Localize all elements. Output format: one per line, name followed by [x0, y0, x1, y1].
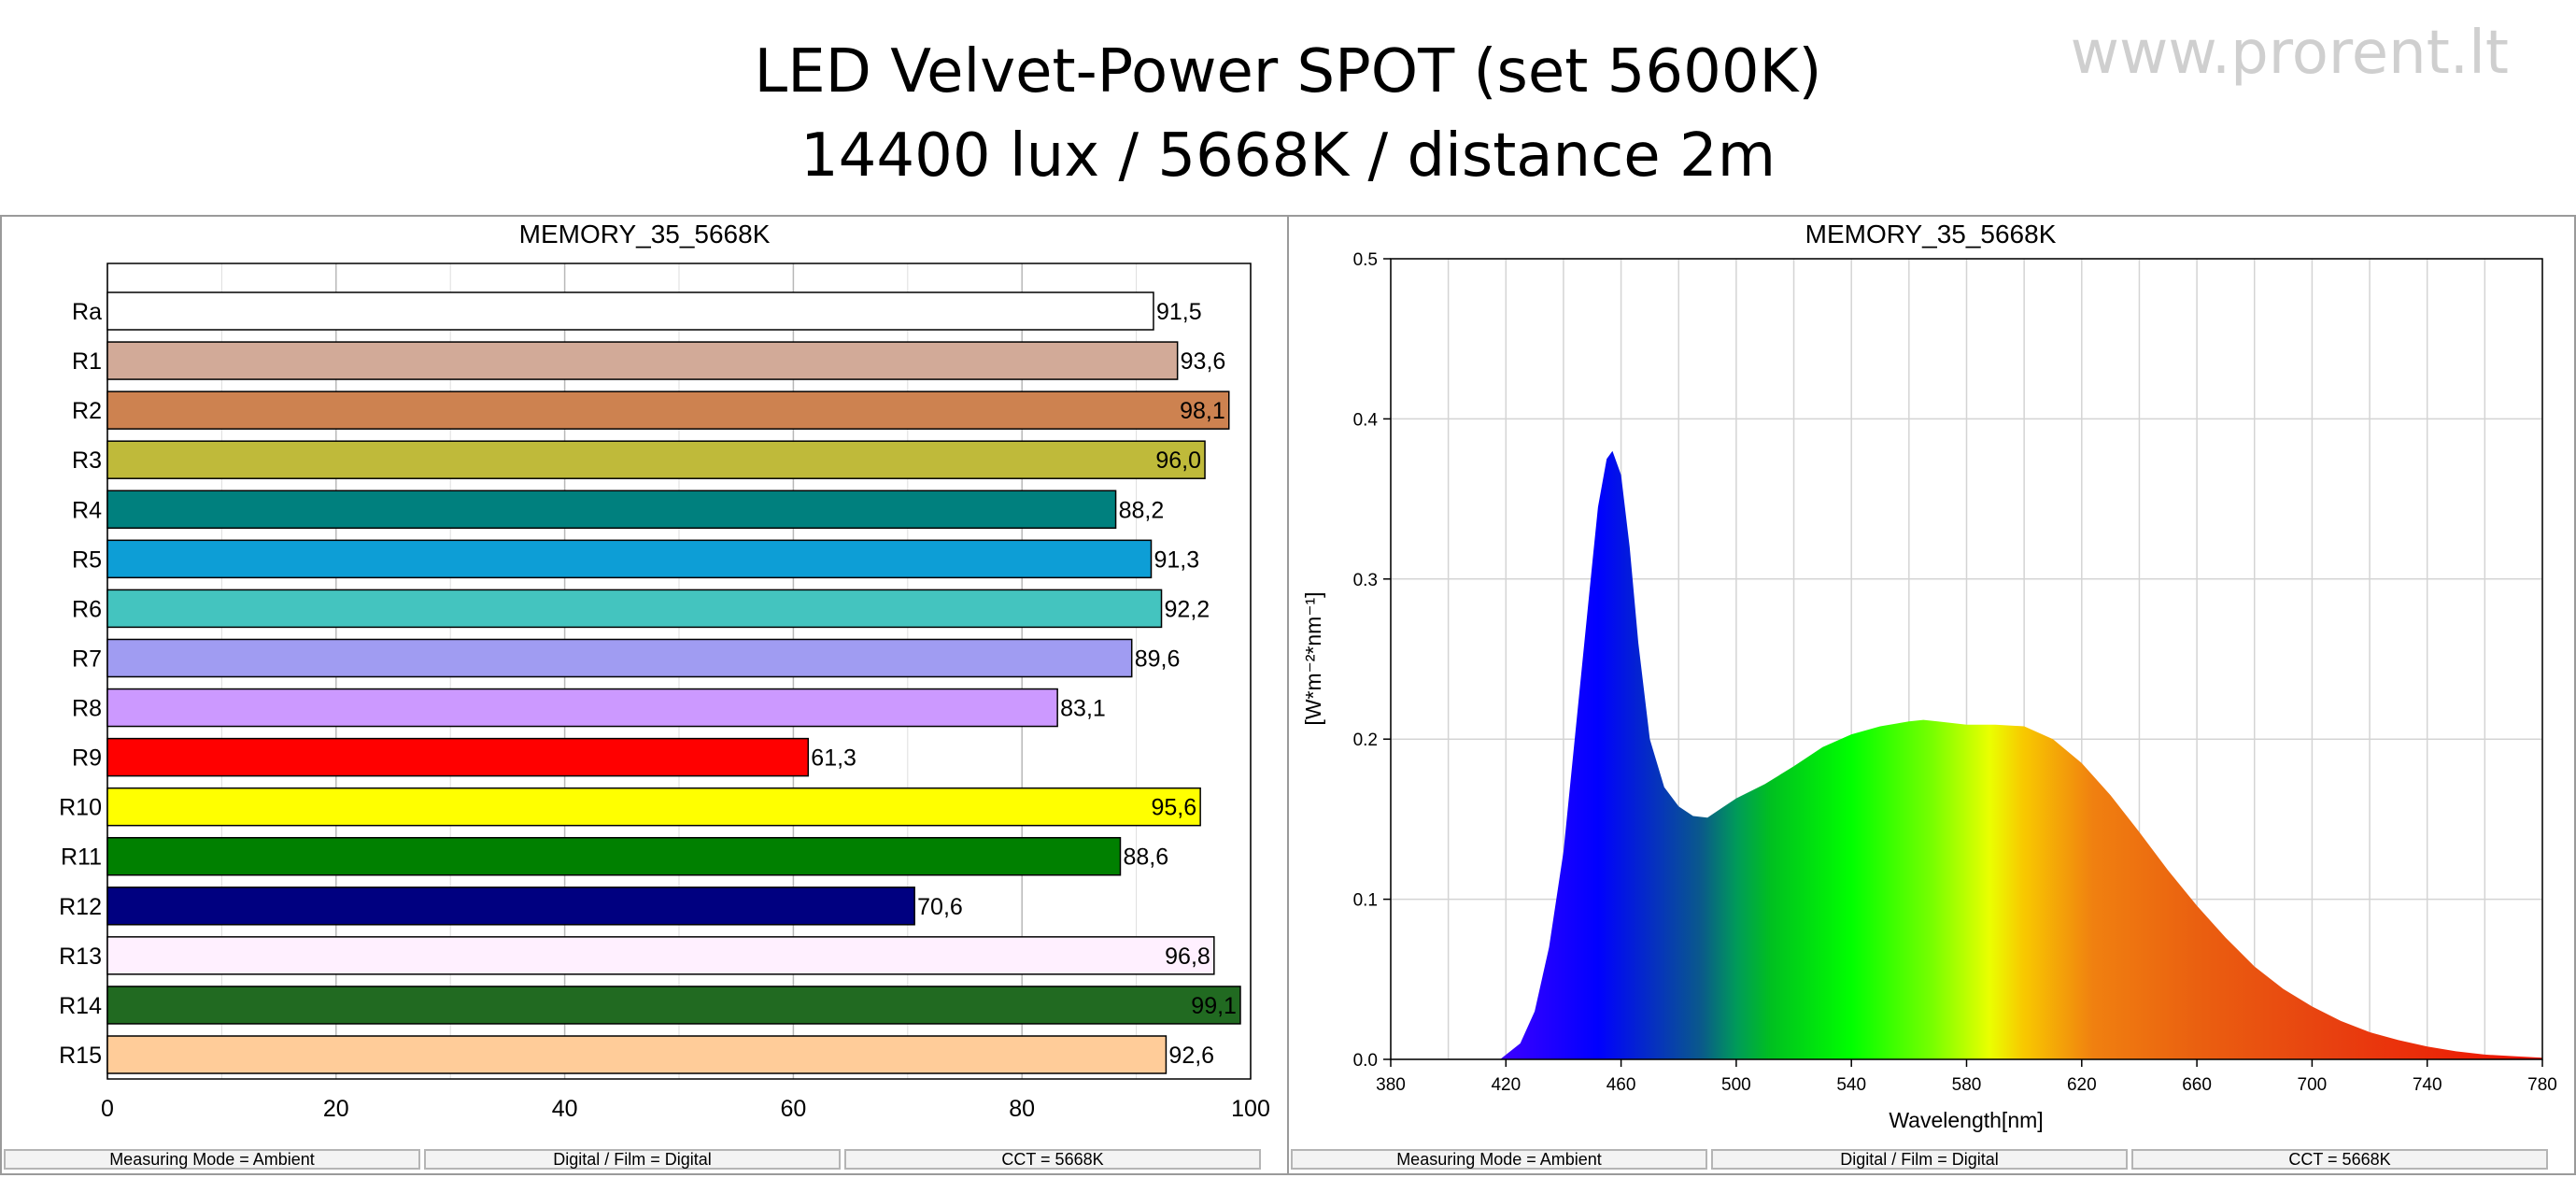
category-label: R2 — [72, 398, 102, 424]
page-subtitle: 14400 lux / 5668K / distance 2m — [800, 121, 1776, 191]
x-tick-label: 620 — [2067, 1075, 2097, 1095]
cri-bar-chart: MEMORY_35_5668K 0 20 40 60 80 100 Ra 91,5 R1 93,6 R… — [59, 220, 1270, 1122]
y-tick-label: 0.5 — [1353, 250, 1378, 270]
category-label: R5 — [72, 546, 102, 573]
y-tick-label: 0.2 — [1353, 731, 1378, 750]
x-tick-label: 780 — [2527, 1075, 2557, 1095]
bar-value-label: 70,6 — [917, 894, 963, 920]
bar-value-label: 83,1 — [1060, 696, 1106, 722]
bar-r9 — [106, 737, 810, 777]
x-tick-label: 20 — [323, 1096, 349, 1122]
status-cct-right: CCT = 5668K — [2131, 1149, 2548, 1170]
bar-value-label: 96,8 — [1165, 944, 1210, 970]
bar-value-label: 99,1 — [1191, 993, 1237, 1019]
bar-value-label: 91,5 — [1156, 299, 1202, 325]
category-label: R4 — [72, 497, 102, 523]
status-measuring-mode-right: Measuring Mode = Ambient — [1291, 1149, 1707, 1170]
bar-value-label: 88,2 — [1119, 497, 1165, 523]
bar-value-label: 95,6 — [1151, 795, 1196, 821]
category-label: Ra — [72, 299, 102, 325]
category-label: R7 — [72, 646, 102, 672]
bar-r5 — [106, 539, 1153, 579]
status-measuring-mode: Measuring Mode = Ambient — [4, 1149, 420, 1170]
bar-value-label: 93,6 — [1181, 348, 1226, 375]
y-tick-label: 0.1 — [1353, 891, 1378, 911]
x-tick-label: 580 — [1952, 1075, 1982, 1095]
bar-r2 — [106, 390, 1230, 430]
category-label: R12 — [59, 894, 102, 920]
bar-value-label: 92,2 — [1165, 596, 1210, 622]
category-label: R9 — [72, 745, 102, 772]
category-label: R13 — [59, 944, 102, 970]
chart-title: MEMORY_35_5668K — [519, 220, 771, 248]
x-tick-label: 0 — [101, 1096, 114, 1122]
x-tick-label: 740 — [2413, 1075, 2442, 1095]
category-label: R8 — [72, 696, 102, 722]
x-tick-label: 500 — [1721, 1075, 1751, 1095]
status-digital-film: Digital / Film = Digital — [424, 1149, 841, 1170]
bar-r7 — [106, 638, 1133, 678]
bar-r1 — [106, 341, 1179, 380]
y-tick-label: 0.4 — [1353, 410, 1379, 430]
x-tick-label: 380 — [1376, 1075, 1406, 1095]
bar-r11 — [106, 836, 1122, 876]
bar-value-label: 96,0 — [1155, 447, 1201, 474]
x-tick-label: 460 — [1606, 1075, 1636, 1095]
bar-r8 — [106, 688, 1058, 728]
category-label: R14 — [59, 993, 102, 1019]
x-tick-label: 60 — [780, 1096, 806, 1122]
bar-r4 — [106, 490, 1117, 530]
x-tick-label: 80 — [1009, 1096, 1035, 1122]
status-cct: CCT = 5668K — [844, 1149, 1261, 1170]
x-tick-label: 100 — [1231, 1096, 1270, 1122]
chart-title: MEMORY_35_5668K — [1805, 220, 2057, 248]
category-label: R6 — [72, 596, 102, 622]
x-tick-label: 660 — [2182, 1075, 2212, 1095]
spectrum-chart: MEMORY_35_5668K 380 420 460 500 540 580 620 660 7… — [1301, 220, 2557, 1132]
bar-r13 — [106, 936, 1215, 975]
page-title: LED Velvet-Power SPOT (set 5600K) — [754, 37, 1822, 106]
x-tick-label: 420 — [1491, 1075, 1521, 1095]
bar-r14 — [106, 986, 1241, 1025]
x-axis-label: Wavelength[nm] — [1889, 1108, 2043, 1132]
y-axis-label: [W*m⁻²*nm⁻¹] — [1301, 591, 1325, 725]
x-tick-label: 40 — [552, 1096, 578, 1122]
category-label: R15 — [59, 1043, 102, 1069]
bar-r6 — [106, 589, 1163, 629]
bar-r10 — [106, 787, 1201, 827]
watermark-text: www.prorent.lt — [2070, 19, 2509, 88]
bar-ra — [106, 291, 1154, 331]
bar-r3 — [106, 440, 1206, 479]
y-tick-label: 0.3 — [1353, 571, 1378, 590]
bar-value-label: 88,6 — [1123, 844, 1168, 871]
bar-value-label: 61,3 — [811, 745, 856, 772]
bar-r15 — [106, 1035, 1168, 1074]
x-tick-label: 700 — [2298, 1075, 2328, 1095]
category-label: R11 — [61, 844, 102, 871]
category-label: R3 — [72, 447, 102, 474]
spectrum-area — [1500, 450, 2542, 1059]
status-digital-film-right: Digital / Film = Digital — [1711, 1149, 2128, 1170]
y-tick-label: 0.0 — [1353, 1051, 1378, 1071]
category-label: R10 — [59, 795, 102, 821]
bar-value-label: 89,6 — [1135, 646, 1181, 672]
category-label: R1 — [72, 348, 102, 375]
bar-value-label: 98,1 — [1180, 398, 1225, 424]
bar-value-label: 91,3 — [1154, 546, 1200, 573]
bar-value-label: 92,6 — [1168, 1043, 1214, 1069]
x-tick-label: 540 — [1836, 1075, 1866, 1095]
bar-r12 — [106, 887, 915, 926]
